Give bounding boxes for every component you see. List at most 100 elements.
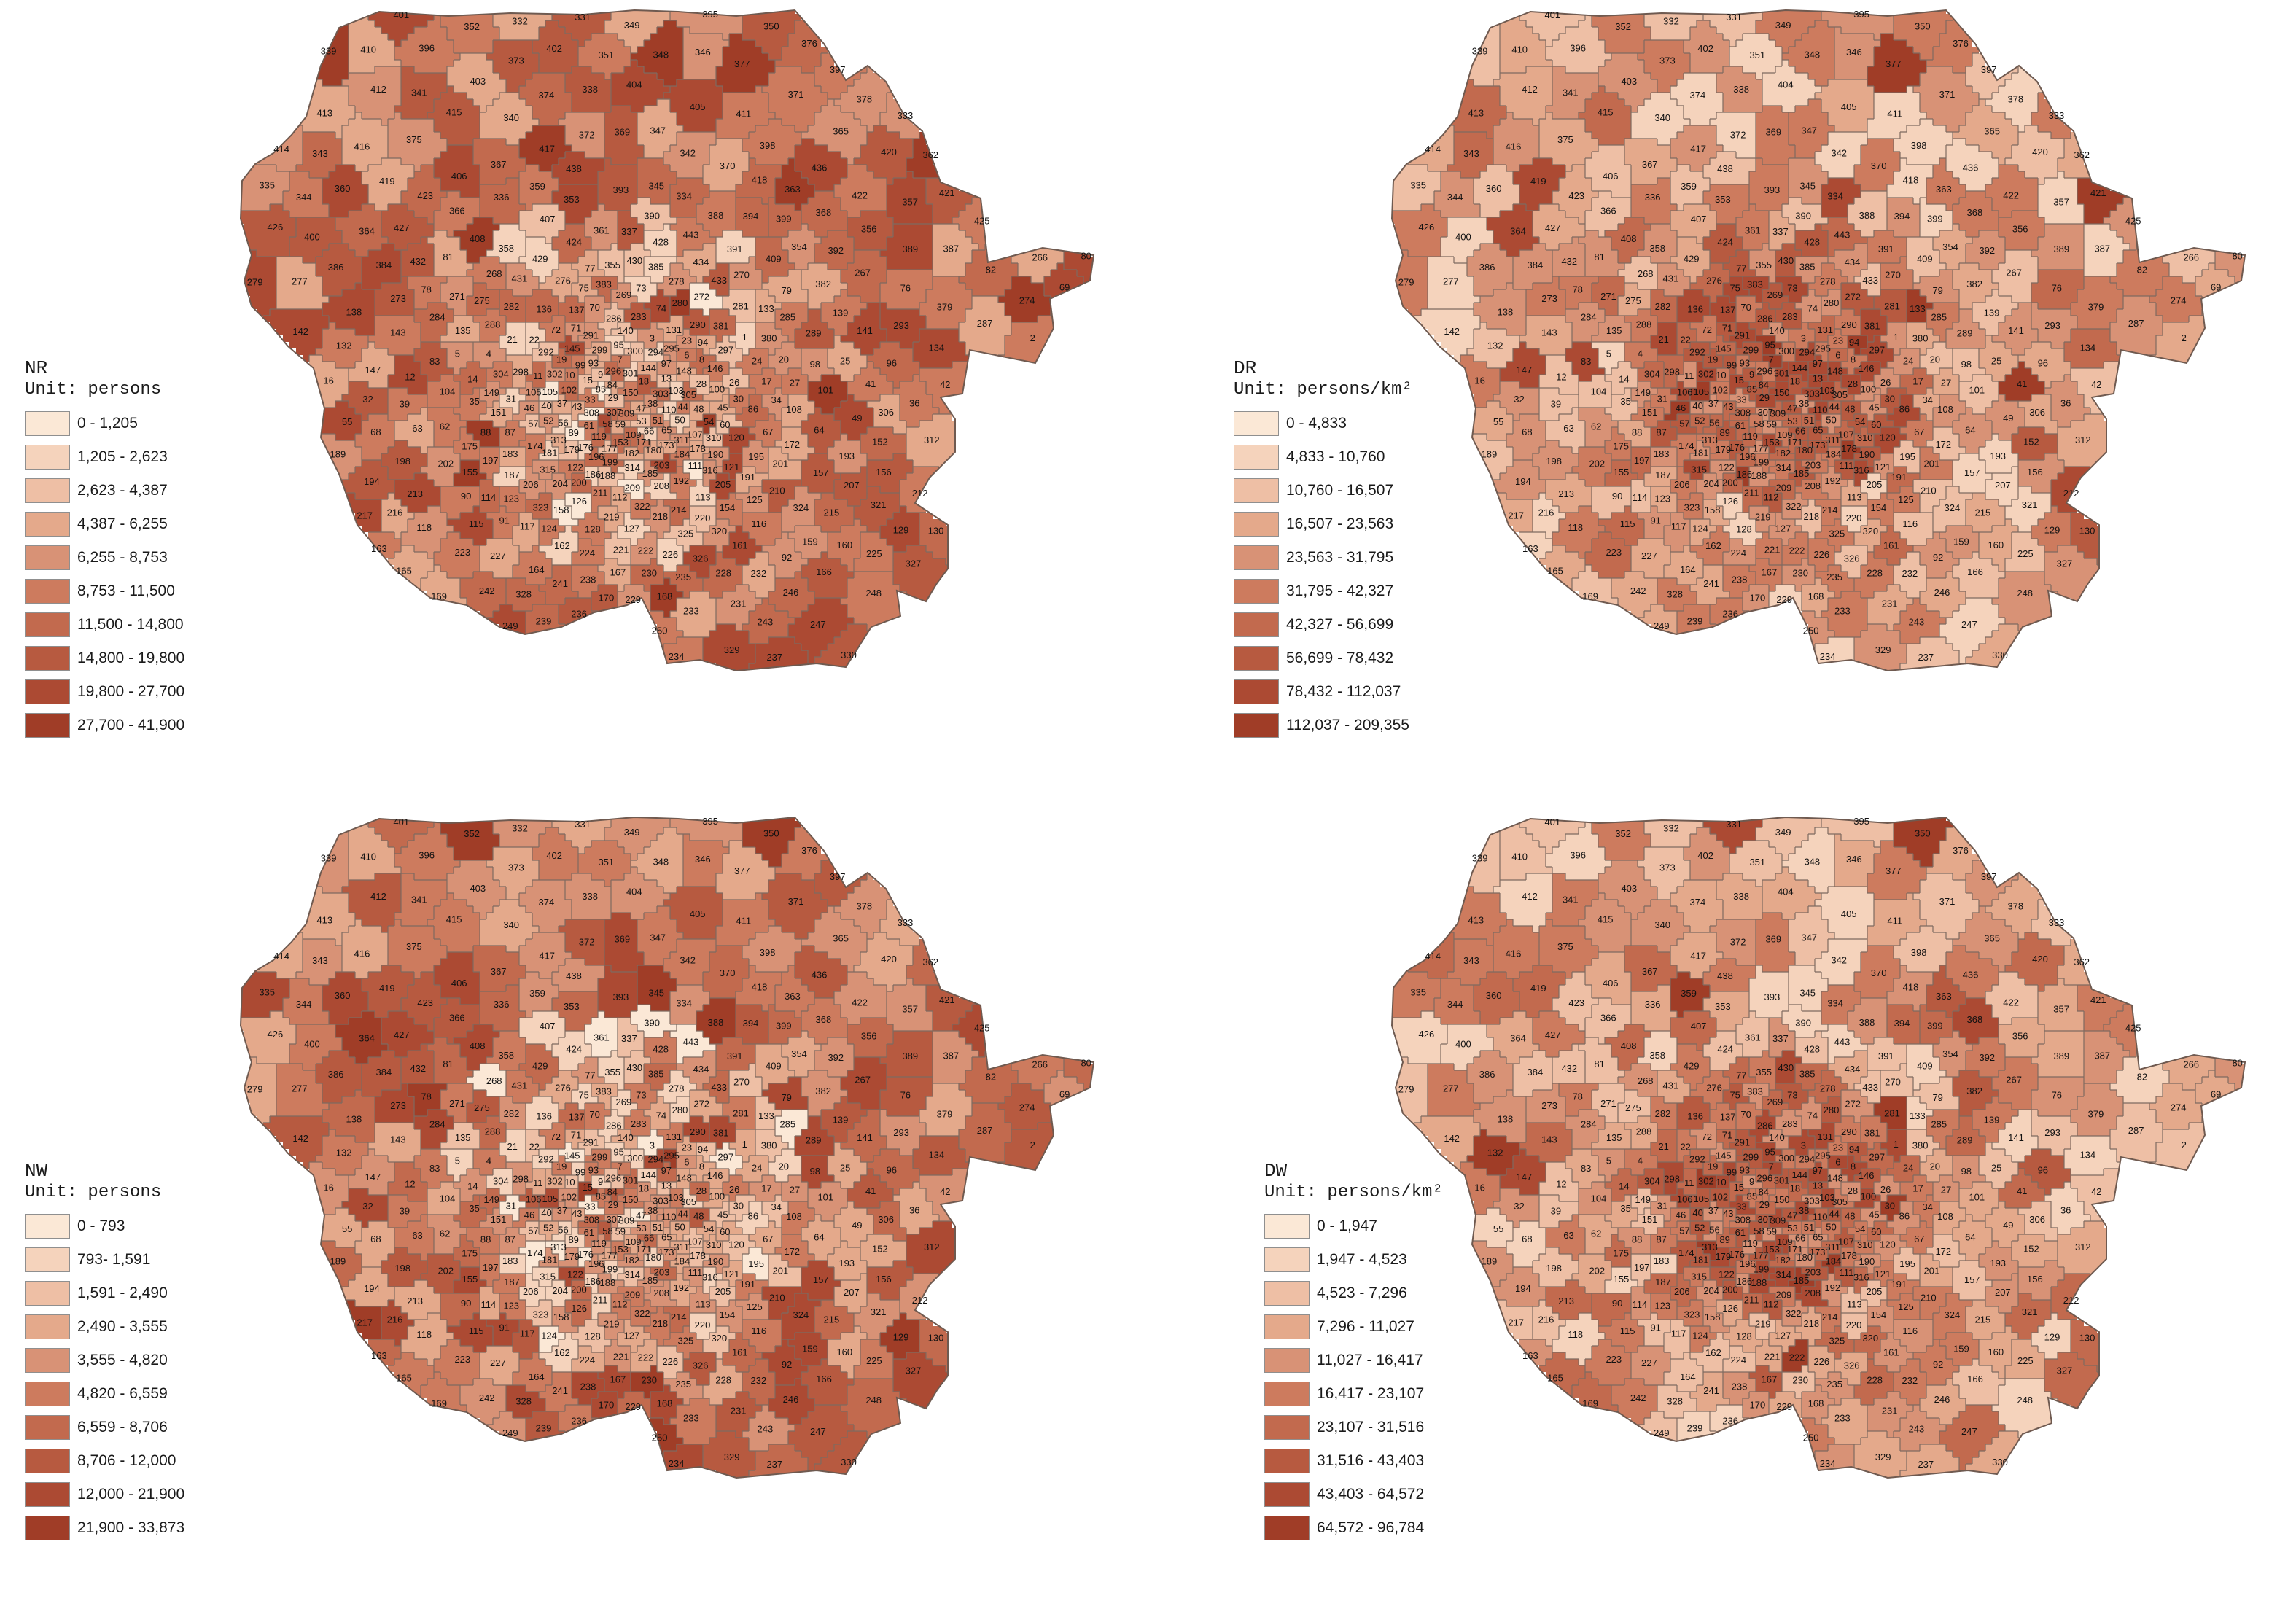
district-343 xyxy=(296,132,342,178)
district-label: 290 xyxy=(690,1126,706,1137)
district-284 xyxy=(414,303,454,342)
district-label: 137 xyxy=(1720,304,1736,315)
district-label: 409 xyxy=(1917,253,1933,264)
district-label: 175 xyxy=(1613,440,1629,451)
district-label: 401 xyxy=(1544,817,1560,827)
district-label: 305 xyxy=(1832,389,1848,400)
district-label: 158 xyxy=(1705,1312,1721,1322)
district-label: 348 xyxy=(653,50,669,61)
district-label: 413 xyxy=(1468,914,1484,925)
district-label: 52 xyxy=(543,1222,553,1233)
district-label: 165 xyxy=(396,1373,412,1384)
district-label: 162 xyxy=(1705,540,1721,551)
district-label: 148 xyxy=(1827,366,1843,377)
district-343 xyxy=(296,939,342,985)
district-label: 89 xyxy=(568,1234,578,1245)
district-label: 250 xyxy=(1803,626,1819,636)
district-label: 99 xyxy=(1727,360,1737,371)
district-label: 382 xyxy=(815,278,831,289)
district-label: 51 xyxy=(1804,415,1814,426)
district-label: 180 xyxy=(1797,445,1813,456)
district-label: 140 xyxy=(618,325,634,336)
district-label: 72 xyxy=(550,324,561,335)
district-label: 283 xyxy=(1782,311,1798,322)
district-52 xyxy=(539,414,559,434)
district-label: 85 xyxy=(596,384,606,395)
district-label: 298 xyxy=(513,367,529,378)
district-37 xyxy=(1703,394,1723,414)
district-label: 395 xyxy=(702,9,718,20)
district-label: 122 xyxy=(567,1269,583,1279)
district-55 xyxy=(316,401,362,440)
district-label: 138 xyxy=(1498,307,1514,318)
district-label: 432 xyxy=(1561,256,1577,267)
district-label: 151 xyxy=(491,407,507,418)
district-label: 213 xyxy=(1558,488,1574,499)
legend-class-row: 8,706 - 12,000 xyxy=(25,1444,184,1478)
district-label: 166 xyxy=(816,1374,832,1384)
district-370 xyxy=(703,946,749,998)
district-80 xyxy=(1064,250,1094,283)
district-label: 382 xyxy=(1966,278,1982,289)
district-431 xyxy=(1657,263,1690,296)
district-178 xyxy=(1841,440,1861,460)
district-384 xyxy=(362,1051,401,1096)
district-label: 309 xyxy=(1770,1215,1786,1226)
district-416 xyxy=(1493,112,1539,171)
district-label: 323 xyxy=(533,502,549,513)
district-183 xyxy=(499,447,526,467)
district-label: 301 xyxy=(1774,368,1790,379)
district-420 xyxy=(854,125,913,184)
district-label: 144 xyxy=(640,362,656,373)
district-label: 47 xyxy=(1787,1210,1797,1221)
district-label: 334 xyxy=(676,997,692,1008)
district-label: 14 xyxy=(467,374,478,385)
district-366 xyxy=(434,191,480,237)
district-label: 115 xyxy=(1620,1325,1635,1336)
district-63 xyxy=(394,408,434,453)
district-label: 118 xyxy=(416,1329,432,1340)
district-label: 374 xyxy=(539,90,555,101)
district-label: 131 xyxy=(666,1131,682,1142)
district-label: 341 xyxy=(1563,895,1579,905)
district-label: 416 xyxy=(1506,141,1522,152)
district-label: 129 xyxy=(893,525,909,536)
district-63 xyxy=(1546,408,1585,453)
district-label: 62 xyxy=(440,1228,450,1239)
district-label: 98 xyxy=(810,359,820,370)
district-label: 92 xyxy=(782,552,792,563)
district-13 xyxy=(657,1182,677,1195)
district-36 xyxy=(893,375,939,427)
district-186 xyxy=(1736,467,1749,486)
district-400 xyxy=(289,217,342,263)
district-label: 327 xyxy=(906,558,922,569)
district-label: 62 xyxy=(440,421,450,432)
legend-title: DW xyxy=(1264,1160,1288,1182)
district-label: 397 xyxy=(1981,871,1997,882)
district-label: 297 xyxy=(717,344,733,355)
district-label: 299 xyxy=(1743,345,1759,356)
district-label: 182 xyxy=(623,1255,639,1266)
district-label: 310 xyxy=(1857,1239,1873,1250)
district-label: 412 xyxy=(1522,891,1538,902)
district-label: 136 xyxy=(1687,1111,1703,1122)
district-label: 216 xyxy=(1538,1314,1554,1325)
legend-class-row: 16,417 - 23,107 xyxy=(1264,1377,1443,1411)
district-label: 140 xyxy=(1769,1132,1785,1143)
district-label: 430 xyxy=(1778,1062,1794,1073)
district-label: 197 xyxy=(1634,1262,1650,1273)
district-label: 94 xyxy=(698,337,708,348)
district-label: 40 xyxy=(1692,400,1702,411)
district-372 xyxy=(559,919,604,965)
district-label: 136 xyxy=(1687,304,1703,315)
district-label: 340 xyxy=(503,112,519,123)
district-334 xyxy=(670,985,709,1024)
district-label: 332 xyxy=(1663,16,1679,27)
district-label: 327 xyxy=(2057,558,2073,569)
district-19 xyxy=(1703,348,1723,368)
district-label: 430 xyxy=(626,1062,642,1073)
legend-class-row: 793- 1,591 xyxy=(25,1243,184,1277)
district-83 xyxy=(414,342,454,381)
district-label: 309 xyxy=(1770,408,1786,419)
district-label: 228 xyxy=(1867,567,1883,578)
